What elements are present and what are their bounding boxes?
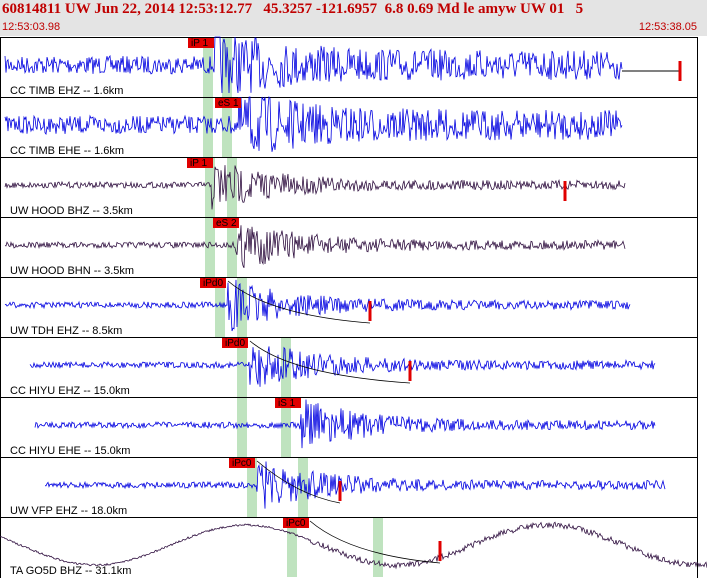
waveform [34, 399, 656, 449]
trace-label: UW TDH EHZ -- 8.5km [10, 325, 122, 337]
waveform [29, 346, 656, 387]
phase-band [237, 338, 247, 397]
phase-band [227, 158, 237, 217]
trace-label: CC TIMB EHZ -- 1.6km [10, 85, 123, 97]
phase-band [298, 458, 308, 517]
phase-band [203, 98, 213, 157]
pick-label: iS 1 [278, 398, 296, 409]
pick-flag [213, 218, 239, 228]
phase-band [222, 38, 232, 97]
trace-label: CC HIYU EHZ -- 15.0km [10, 385, 130, 397]
phase-band [222, 98, 232, 157]
pick-flag [215, 98, 241, 108]
trace-label: UW HOOD BHN -- 3.5km [10, 265, 134, 277]
waveform [0, 521, 707, 570]
pick-label: eS 2 [216, 218, 237, 229]
phase-band [205, 218, 215, 277]
header: 60814811 UW Jun 22, 2014 12:53:12.77 45.… [0, 0, 707, 36]
pick-label: iPc0 [232, 458, 252, 469]
pick-label: iPd0 [225, 338, 245, 349]
event-title: 60814811 UW Jun 22, 2014 12:53:12.77 45.… [2, 1, 584, 17]
waveform [4, 36, 623, 94]
pick-flag [187, 158, 213, 168]
phase-band [237, 278, 247, 337]
waveform [4, 225, 626, 268]
pick-flag [200, 278, 226, 288]
phase-band [287, 518, 297, 577]
end-time: 12:53:38.05 [638, 21, 697, 33]
trace-label: TA GO5D BHZ -- 31.1km [10, 565, 131, 577]
phase-band [205, 158, 215, 217]
pick-label: iP 1 [191, 38, 208, 49]
waveform [4, 95, 623, 152]
coda-curve [227, 280, 371, 324]
pick-flag [188, 38, 214, 48]
start-time: 12:53:03.98 [2, 21, 61, 33]
pick-flag [222, 338, 248, 348]
trace-label: UW HOOD BHZ -- 3.5km [10, 205, 133, 217]
coda-curve [309, 520, 441, 564]
pick-flag [229, 458, 255, 468]
phase-band [373, 518, 383, 577]
phase-band [237, 398, 247, 457]
pick-label: iPd0 [203, 278, 223, 289]
phase-band [215, 278, 225, 337]
coda-curve [249, 340, 411, 384]
trace-label: CC HIYU EHE -- 15.0km [10, 445, 130, 457]
trace-label: CC TIMB EHE -- 1.6km [10, 145, 124, 157]
pick-flag [275, 398, 301, 408]
pick-label: iPc0 [286, 518, 306, 529]
phase-band [203, 38, 213, 97]
waveform [4, 165, 626, 210]
phase-band [227, 218, 237, 277]
pick-flag [283, 518, 309, 528]
waveform [44, 461, 666, 509]
pick-label: eS 1 [218, 98, 239, 109]
coda-curve [256, 460, 341, 504]
trace-label: UW VFP EHZ -- 18.0km [10, 505, 127, 517]
waveform [4, 279, 631, 332]
pick-label: iP 1 [190, 158, 207, 169]
